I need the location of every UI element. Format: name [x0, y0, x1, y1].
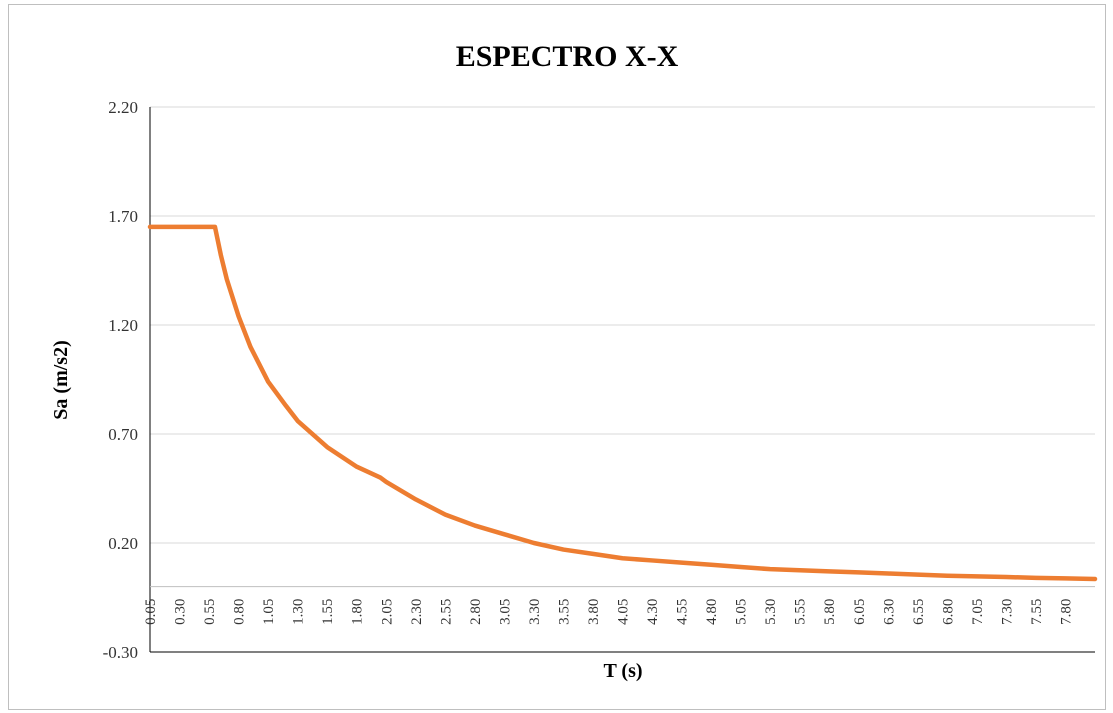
x-tick-label: 5.30: [763, 599, 779, 625]
chart-frame: [8, 4, 1106, 710]
x-tick-label: 3.80: [586, 599, 602, 625]
y-tick-label: 0.70: [108, 425, 138, 444]
x-tick-label: 1.55: [320, 599, 336, 625]
x-tick-label: 4.55: [675, 599, 691, 625]
x-tick-label: 2.80: [468, 599, 484, 625]
x-tick-label: 5.55: [793, 599, 809, 625]
x-tick-label: 4.05: [616, 599, 632, 625]
x-tick-label: 0.80: [232, 599, 248, 625]
x-tick-label: 5.80: [822, 599, 838, 625]
series-line: [147, 224, 1098, 582]
x-tick-label: 7.55: [1029, 599, 1045, 625]
x-tick-label: 7.80: [1058, 599, 1074, 625]
y-tick-label: 2.20: [108, 98, 138, 117]
x-tick-label: 6.30: [881, 599, 897, 625]
x-tick-label: 3.30: [527, 599, 543, 625]
x-tick-label: 3.05: [497, 599, 513, 625]
x-tick-labels: 0.05 0.30 0.55 0.80 1.05 1.30 1.55 1.80 2.05 2.30…: [143, 599, 1074, 625]
x-tick-label: 1.05: [261, 599, 277, 625]
x-tick-label: 2.30: [409, 599, 425, 625]
chart-title: ESPECTRO X-X: [456, 40, 679, 73]
y-tick-label: -0.30: [103, 643, 138, 662]
x-tick-label: 6.05: [852, 599, 868, 625]
x-tick-label: 7.30: [999, 599, 1015, 625]
x-tick-label: 4.80: [704, 599, 720, 625]
x-tick-label: 0.30: [173, 599, 189, 625]
grid-lines: [149, 106, 1095, 653]
x-tick-label: 6.55: [911, 599, 927, 625]
x-tick-label: 1.80: [350, 599, 366, 625]
x-tick-label: 3.55: [556, 599, 572, 625]
x-tick-label: 4.30: [645, 599, 661, 625]
x-tick-label: 6.80: [940, 599, 956, 625]
x-tick-label: 1.30: [291, 599, 307, 625]
x-tick-label: 0.55: [202, 599, 218, 625]
x-axis-title: T (s): [603, 660, 642, 682]
y-tick-label: 0.20: [108, 534, 138, 553]
y-tick-label: 1.20: [108, 316, 138, 335]
x-tick-label: 2.55: [438, 599, 454, 625]
y-axis-title: Sa (m/s2): [50, 340, 72, 419]
y-tick-label: 1.70: [108, 207, 138, 226]
x-tick-label: 7.05: [970, 599, 986, 625]
x-tick-label: 5.05: [734, 599, 750, 625]
y-tick-labels: 2.20 1.70 1.20 0.70 0.20 -0.30: [103, 98, 138, 662]
x-tick-label: 0.05: [143, 599, 159, 625]
x-tick-label: 2.05: [379, 599, 395, 625]
